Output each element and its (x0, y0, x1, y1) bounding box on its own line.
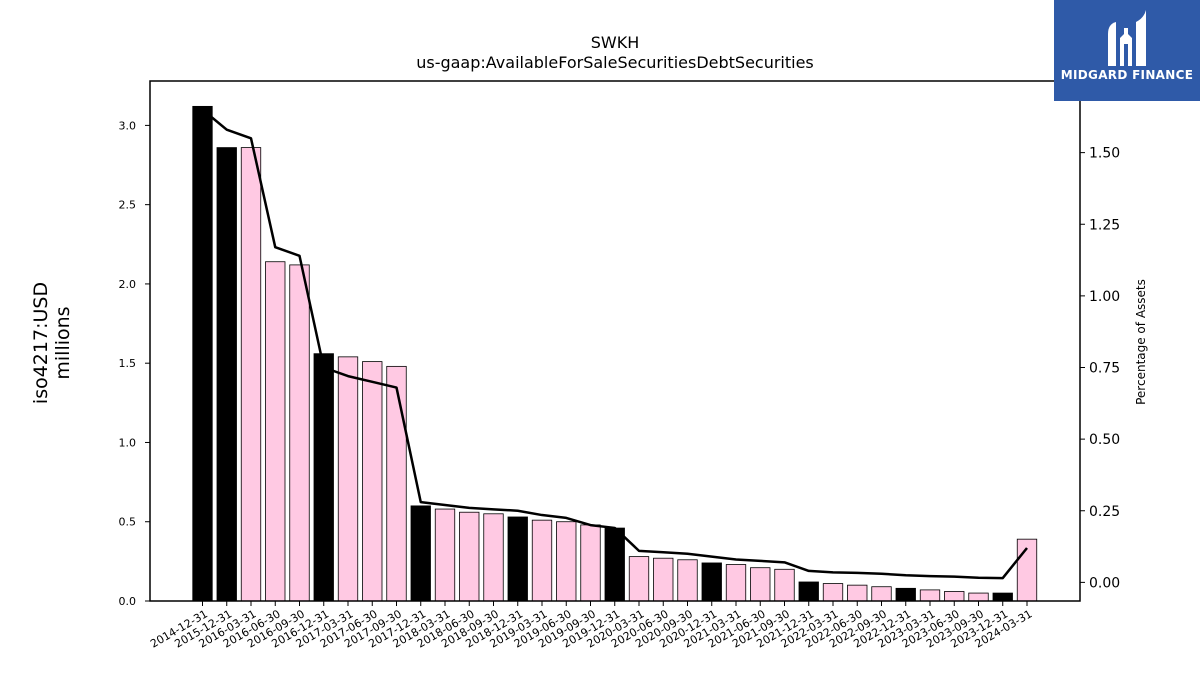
bar-2022-06-30 (847, 584, 868, 602)
bars-group (192, 105, 1038, 602)
bar-2023-09-30 (968, 592, 989, 602)
logo-text: MIDGARD FINANCE (1060, 68, 1194, 82)
y2-tick-label: 1.00 (1089, 289, 1120, 305)
line-group (201, 108, 1028, 580)
bar-2015-12-31 (216, 147, 237, 602)
chart-title: SWKH (590, 33, 640, 52)
y-tick-label: 2.5 (119, 199, 137, 212)
bar-2018-09-30 (483, 513, 504, 602)
bar-2023-12-31 (992, 592, 1013, 602)
y2-axis-label: Percentage of Assets (1134, 279, 1148, 405)
y-tick-label: 2.0 (119, 278, 137, 291)
y-axis-label: iso4217:USD millions (30, 281, 74, 405)
y2-tick-label: 0.25 (1089, 504, 1120, 520)
bar-2023-03-31 (919, 589, 941, 602)
logo: MIDGARD FINANCE (1054, 0, 1200, 101)
bar-2017-06-30 (362, 361, 383, 602)
bar-2016-09-30 (289, 264, 310, 602)
y-tick-label: 0.0 (119, 595, 137, 608)
y-tick-label: 1.5 (119, 357, 137, 370)
y2-tick-label: 0.00 (1089, 575, 1120, 591)
bar-2016-12-31 (313, 353, 334, 602)
bar-2018-03-31 (434, 508, 456, 602)
y2-tick-label: 1.50 (1089, 146, 1120, 162)
bar-2019-03-31 (531, 519, 553, 602)
y2-tick-label: 1.25 (1089, 217, 1120, 233)
bar-2017-12-31 (410, 505, 431, 602)
y-tick-label: 0.5 (119, 516, 137, 529)
y2-tick-label: 0.50 (1089, 432, 1120, 448)
bar-2021-12-31 (798, 581, 819, 602)
bar-2020-06-30 (653, 557, 674, 602)
bar-2019-12-31 (604, 527, 625, 602)
bar-2019-09-30 (580, 524, 601, 602)
bar-2016-03-31 (240, 147, 262, 602)
y-tick-label: 3.0 (119, 119, 137, 132)
bar-2020-09-30 (677, 559, 698, 602)
bar-2022-09-30 (871, 586, 892, 602)
bar-2022-03-31 (822, 583, 844, 602)
bar-2017-03-31 (337, 356, 359, 602)
bar-2020-03-31 (628, 556, 650, 602)
bar-2021-09-30 (774, 568, 795, 602)
midgard-logo-icon (1108, 10, 1146, 66)
axes-group: 0.0 0.5 1.0 1.5 2.0 2.5 3.0 0.00 0.25 0.50 0.75 1.0… (119, 80, 1120, 651)
percentage-of-assets-line (201, 108, 1028, 580)
bar-2019-06-30 (556, 521, 577, 602)
chart-subtitle: us-gaap:AvailableForSaleSecuritiesDebtSe… (416, 53, 814, 72)
y-tick-label: 1.0 (119, 436, 137, 449)
y2-tick-label: 0.75 (1089, 361, 1120, 377)
bar-2022-12-31 (895, 587, 916, 602)
bar-2020-12-31 (701, 562, 722, 602)
bar-2021-06-30 (750, 567, 771, 602)
bar-2018-12-31 (507, 516, 528, 602)
bar-2023-06-30 (944, 591, 965, 602)
bar-2021-03-31 (725, 564, 747, 602)
bar-2016-06-30 (265, 261, 286, 602)
bar-2018-06-30 (459, 511, 480, 602)
bar-2017-09-30 (386, 365, 407, 602)
bar-2014-12-31 (192, 105, 213, 602)
